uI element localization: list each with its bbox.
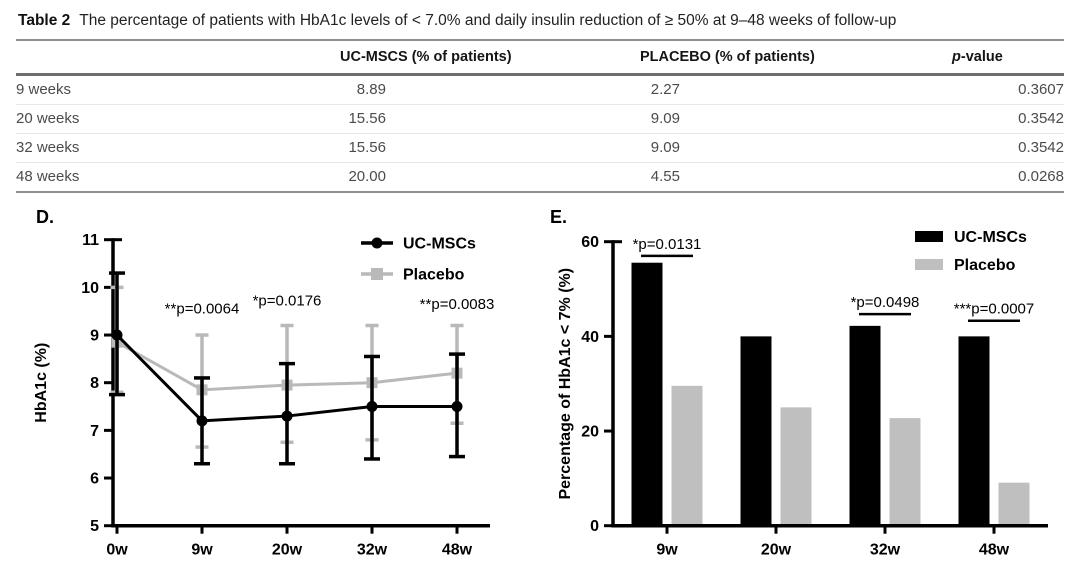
results-table: UC-MSCS (% of patients) PLACEBO (% of pa…: [16, 41, 1064, 193]
p-value-annotation: *p=0.0131: [633, 236, 702, 253]
table-cell: 0.0268: [952, 162, 1064, 193]
x-tick-label: 32w: [870, 542, 901, 559]
y-tick-label: 20: [581, 424, 599, 441]
table-title: Table 2 The percentage of patients with H…: [16, 0, 1064, 41]
table-caption: The percentage of patients with HbA1c le…: [79, 12, 897, 29]
x-tick-label: 48w: [442, 542, 473, 559]
data-point-marker: [366, 401, 378, 413]
table-label: Table 2: [18, 12, 71, 29]
table-cell: 9.09: [640, 104, 952, 134]
p-value-annotation: *p=0.0176: [253, 292, 322, 309]
bar-ucmscs: [740, 336, 772, 526]
table-cell: 32 weeks: [16, 133, 340, 163]
bar-placebo: [780, 407, 812, 526]
x-tick-label: 0w: [106, 542, 128, 559]
data-point-marker: [111, 329, 123, 341]
p-value-annotation: **p=0.0064: [165, 301, 240, 318]
col-header-ucmscs: UC-MSCS (% of patients): [340, 41, 640, 76]
bar-placebo: [998, 482, 1030, 526]
x-tick-label: 20w: [761, 542, 792, 559]
col-header-weeks: [16, 41, 340, 76]
legend-marker: [371, 268, 383, 280]
col-header-pvalue: p-value: [952, 41, 1064, 76]
table-cell: 15.56: [340, 133, 640, 163]
data-point-marker: [281, 410, 293, 422]
y-axis-label: HbA1c (%): [33, 343, 50, 423]
bar-placebo: [889, 418, 921, 526]
table-cell: 2.27: [640, 74, 952, 105]
bar-placebo: [671, 385, 703, 526]
table-cell: 48 weeks: [16, 162, 340, 193]
y-tick-label: 60: [581, 234, 599, 251]
table-row: 20 weeks 15.56 9.09 0.3542: [16, 104, 1064, 134]
table-cell: 20.00: [340, 162, 640, 193]
legend-marker: [371, 237, 383, 249]
y-tick-label: 5: [90, 518, 99, 535]
legend-swatch: [915, 231, 943, 242]
col-header-placebo: PLACEBO (% of patients): [640, 41, 952, 76]
y-axis-label: Percentage of HbA1c < 7% (%): [557, 268, 574, 500]
table-cell: 0.3542: [952, 133, 1064, 163]
p-value-annotation: ***p=0.0007: [954, 301, 1035, 318]
table-cell: 9.09: [640, 133, 952, 163]
y-tick-label: 0: [590, 518, 599, 535]
table2-section: Table 2 The percentage of patients with H…: [16, 0, 1064, 193]
x-tick-label: 48w: [979, 542, 1010, 559]
y-tick-label: 11: [82, 232, 99, 249]
table-row: 48 weeks 20.00 4.55 0.0268: [16, 162, 1064, 193]
y-tick-label: 6: [90, 471, 99, 488]
table-cell: 0.3542: [952, 104, 1064, 134]
x-tick-label: 32w: [357, 542, 388, 559]
panel-d-label: D.: [36, 207, 54, 227]
y-tick-label: 40: [581, 329, 599, 346]
bar-ucmscs: [849, 325, 881, 526]
panel-e-label: E.: [550, 207, 568, 227]
x-tick-label: 9w: [191, 542, 213, 559]
y-tick-label: 9: [90, 328, 99, 345]
bar-ucmscs: [958, 336, 990, 526]
table-cell: 8.89: [340, 74, 640, 105]
y-tick-label: 7: [90, 423, 99, 440]
legend-label: Placebo: [954, 257, 1016, 274]
legend-label: UC-MSCs: [403, 236, 476, 253]
bar-ucmscs: [631, 262, 663, 526]
hba1c-bar-chart: 0 20 40 60 9w 20w 32w 48w Percentage of HbA1c < …: [557, 229, 1048, 559]
data-point-marker: [451, 401, 463, 413]
hba1c-line-chart: 5 6 7 8 9 10 11 0w 9w 20w 32w 48w HbA1c (%) **p=0.006…: [33, 232, 495, 559]
figure-panels: D. E. 5 6 7 8 9 10 11 0w 9w 20w 32w 48w HbA1c (%) **p…: [0, 207, 1080, 579]
legend-swatch: [915, 259, 943, 270]
table-cell: 9 weeks: [16, 74, 340, 105]
p-value-annotation: **p=0.0083: [420, 296, 495, 313]
x-tick-label: 20w: [272, 542, 303, 559]
data-point-marker: [196, 415, 208, 427]
y-tick-label: 8: [90, 375, 99, 392]
table-cell: 0.3607: [952, 74, 1064, 105]
table-row: 9 weeks 8.89 2.27 0.3607: [16, 74, 1064, 105]
table-cell: 20 weeks: [16, 104, 340, 134]
p-value-annotation: *p=0.0498: [851, 294, 920, 311]
table-body: 9 weeks 8.89 2.27 0.3607 20 weeks 15.56 9.09 0.…: [16, 74, 1064, 193]
table-cell: 4.55: [640, 162, 952, 193]
legend-label: UC-MSCs: [954, 229, 1027, 246]
x-tick-label: 9w: [656, 542, 678, 559]
table-row: 32 weeks 15.56 9.09 0.3542: [16, 133, 1064, 163]
legend-label: Placebo: [403, 267, 465, 284]
table-header-row: UC-MSCS (% of patients) PLACEBO (% of pa…: [16, 41, 1064, 76]
y-tick-label: 10: [81, 280, 99, 297]
table-cell: 15.56: [340, 104, 640, 134]
